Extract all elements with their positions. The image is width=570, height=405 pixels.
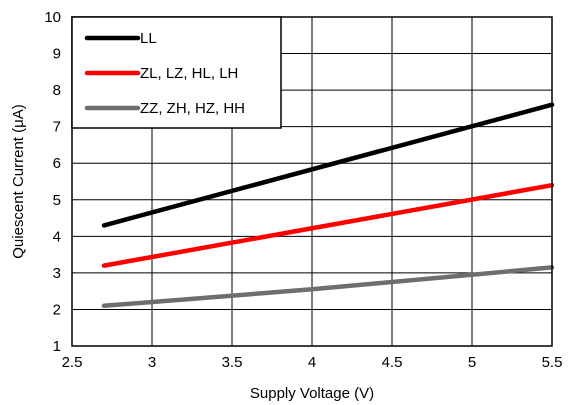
legend-label-1: LL — [140, 30, 157, 47]
y-axis-title: Quiescent Current (μA) — [10, 104, 27, 259]
legend-label-2: ZL, LZ, HL, LH — [140, 65, 238, 82]
y-tick-label: 7 — [53, 119, 61, 136]
legend-label-3: ZZ, ZH, HZ, HH — [140, 100, 245, 117]
legend: LL ZL, LZ, HL, LH ZZ, ZH, HZ, HH — [71, 16, 282, 129]
x-tick-label: 5 — [468, 354, 476, 371]
series-line-1 — [101, 102, 555, 228]
x-tick-labels: 2.5 3 3.5 4 4.5 5 5.5 — [62, 354, 563, 371]
y-tick-label: 6 — [53, 155, 61, 172]
y-tick-label: 4 — [53, 228, 61, 245]
y-tick-label: 10 — [44, 9, 61, 26]
plot-frame — [71, 16, 553, 347]
series-line-2 — [101, 182, 555, 268]
y-tick-label: 5 — [53, 192, 61, 209]
y-tick-label: 1 — [53, 338, 61, 355]
x-axis-title: Supply Voltage (V) — [250, 385, 374, 402]
x-tick-label: 5.5 — [542, 354, 563, 371]
x-tick-label: 3.5 — [222, 354, 243, 371]
y-tick-labels: 1 2 3 4 5 6 7 8 9 10 — [44, 9, 61, 355]
y-tick-label: 8 — [53, 82, 61, 99]
x-tick-label: 4.5 — [382, 354, 403, 371]
x-tick-label: 4 — [308, 354, 316, 371]
y-tick-label: 3 — [53, 265, 61, 282]
series-line-3 — [101, 265, 555, 309]
x-tick-label: 2.5 — [62, 354, 83, 371]
series-lines — [101, 102, 555, 309]
y-tick-label: 9 — [53, 46, 61, 63]
y-tick-label: 2 — [53, 301, 61, 318]
x-tick-label: 3 — [148, 354, 156, 371]
